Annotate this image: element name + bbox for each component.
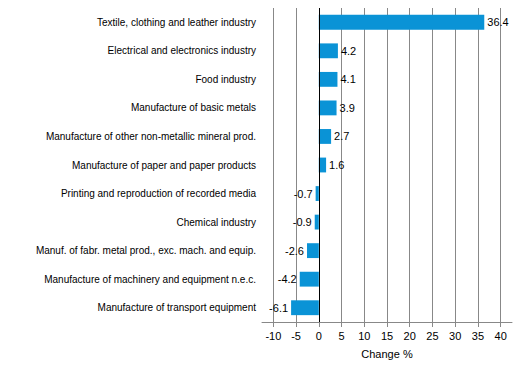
svg-text:Change %: Change % xyxy=(361,348,413,360)
svg-text:Food industry: Food industry xyxy=(195,74,256,85)
svg-text:36.4: 36.4 xyxy=(487,16,508,28)
svg-text:-10: -10 xyxy=(265,330,281,342)
svg-text:0: 0 xyxy=(316,330,322,342)
svg-text:10: 10 xyxy=(358,330,370,342)
svg-text:20: 20 xyxy=(404,330,416,342)
svg-text:40: 40 xyxy=(495,330,507,342)
svg-text:-0.7: -0.7 xyxy=(294,188,313,200)
svg-text:4.2: 4.2 xyxy=(341,45,356,57)
svg-text:3.9: 3.9 xyxy=(340,102,355,114)
svg-text:2.7: 2.7 xyxy=(334,130,349,142)
svg-text:5: 5 xyxy=(338,330,344,342)
svg-text:-2.6: -2.6 xyxy=(285,245,304,257)
svg-text:Manufacture of transport equip: Manufacture of transport equipment xyxy=(98,302,257,313)
svg-text:35: 35 xyxy=(472,330,484,342)
svg-text:Manufacture of machinery and e: Manufacture of machinery and equipment n… xyxy=(44,274,256,285)
svg-text:Chemical industry: Chemical industry xyxy=(177,217,256,228)
svg-text:Manufacture of basic metals: Manufacture of basic metals xyxy=(131,102,256,113)
svg-text:-6.1: -6.1 xyxy=(269,302,288,314)
svg-text:Manufacture of other non-metal: Manufacture of other non-metallic minera… xyxy=(46,131,256,142)
svg-text:Manufacture of paper and paper: Manufacture of paper and paper products xyxy=(72,160,256,171)
svg-text:Electrical and electronics ind: Electrical and electronics industry xyxy=(108,45,256,56)
svg-text:15: 15 xyxy=(381,330,393,342)
svg-text:Textile, clothing and leather: Textile, clothing and leather industry xyxy=(97,17,256,28)
svg-text:-0.9: -0.9 xyxy=(293,216,312,228)
svg-text:1.6: 1.6 xyxy=(329,159,344,171)
svg-text:25: 25 xyxy=(426,330,438,342)
svg-text:30: 30 xyxy=(449,330,461,342)
svg-text:-5: -5 xyxy=(291,330,301,342)
svg-text:Manuf. of fabr. metal prod., e: Manuf. of fabr. metal prod., exc. mach. … xyxy=(36,245,256,256)
svg-text:Printing and reproduction of r: Printing and reproduction of recorded me… xyxy=(61,188,257,199)
svg-text:4.1: 4.1 xyxy=(340,73,355,85)
svg-text:-4.2: -4.2 xyxy=(278,273,297,285)
